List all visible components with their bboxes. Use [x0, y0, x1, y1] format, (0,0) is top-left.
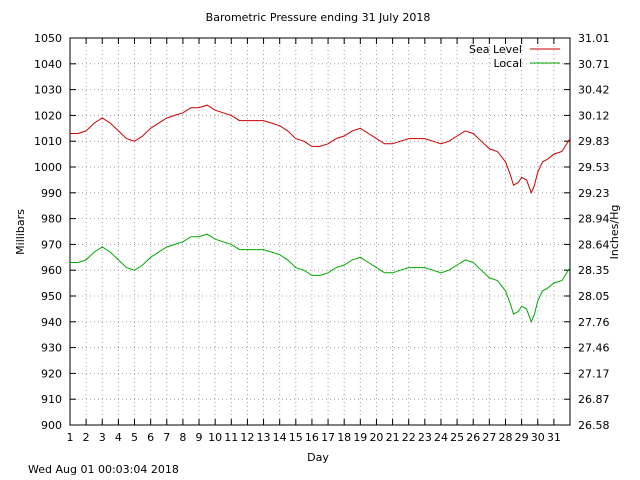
y2-tick-label: 26.58 [578, 419, 610, 432]
y2-tick-label: 28.94 [578, 213, 610, 226]
y2-tick-label: 31.01 [578, 32, 610, 45]
x-tick-label: 27 [482, 431, 496, 444]
x-tick-label: 7 [163, 431, 170, 444]
y-axis-label: Millibars [14, 209, 27, 255]
x-tick-label: 31 [547, 431, 561, 444]
y-tick-label: 930 [41, 342, 62, 355]
x-tick-label: 3 [99, 431, 106, 444]
chart-title: Barometric Pressure ending 31 July 2018 [206, 11, 431, 24]
x-tick-label: 17 [321, 431, 335, 444]
x-tick-label: 12 [240, 431, 254, 444]
series-line-sea-level [70, 104, 571, 195]
y-tick-label: 920 [41, 367, 62, 380]
grid-lines [70, 38, 570, 425]
y2-tick-label: 27.46 [578, 342, 610, 355]
x-tick-label: 2 [83, 431, 90, 444]
x-tick-label: 10 [208, 431, 222, 444]
x-tick-label: 9 [196, 431, 203, 444]
x-tick-label: 15 [289, 431, 303, 444]
x-tick-label: 1 [67, 431, 74, 444]
y-tick-label: 980 [41, 213, 62, 226]
x-tick-label: 28 [498, 431, 512, 444]
y-tick-label: 1010 [34, 135, 62, 148]
x-tick-label: 19 [353, 431, 367, 444]
x-tick-label: 11 [224, 431, 238, 444]
series-lines [70, 104, 571, 324]
y-tick-label: 1020 [34, 109, 62, 122]
x-tick-label: 13 [257, 431, 271, 444]
x-tick-label: 20 [369, 431, 383, 444]
y-tick-label: 1050 [34, 32, 62, 45]
y2-tick-label: 28.05 [578, 290, 610, 303]
y-tick-label: 990 [41, 187, 62, 200]
y2-tick-label: 30.42 [578, 84, 610, 97]
y-tick-label: 960 [41, 264, 62, 277]
legend-label: Sea Level [469, 43, 522, 56]
y-tick-label: 1000 [34, 161, 62, 174]
x-tick-label: 25 [450, 431, 464, 444]
y-tick-label: 1030 [34, 84, 62, 97]
x-tick-label: 22 [402, 431, 416, 444]
x-tick-label: 5 [131, 431, 138, 444]
y2-tick-label: 29.53 [578, 161, 610, 174]
x-tick-label: 16 [305, 431, 319, 444]
y2-tick-label: 29.83 [578, 135, 610, 148]
x-axis-label: Day [307, 451, 329, 464]
x-tick-label: 14 [273, 431, 287, 444]
plot-frame [69, 37, 571, 426]
y2-tick-label: 27.17 [578, 367, 610, 380]
y2-tick-label: 30.12 [578, 109, 610, 122]
x-tick-label: 21 [386, 431, 400, 444]
y-tick-label: 940 [41, 316, 62, 329]
y-tick-label: 900 [41, 419, 62, 432]
x-tick-label: 23 [418, 431, 432, 444]
y-tick-label: 910 [41, 393, 62, 406]
x-tick-label: 29 [515, 431, 529, 444]
x-tick-label: 4 [115, 431, 122, 444]
y-tick-label: 950 [41, 290, 62, 303]
x-tick-label: 8 [179, 431, 186, 444]
x-tick-label: 30 [531, 431, 545, 444]
y2-tick-label: 27.76 [578, 316, 610, 329]
x-tick-label: 26 [466, 431, 480, 444]
x-tick-label: 6 [147, 431, 154, 444]
series-line-local [70, 233, 571, 324]
y2-tick-label: 28.35 [578, 264, 610, 277]
generated-timestamp: Wed Aug 01 00:03:04 2018 [28, 463, 179, 476]
legend-label: Local [493, 57, 522, 70]
y2-tick-label: 26.87 [578, 393, 610, 406]
y-tick-label: 970 [41, 238, 62, 251]
x-tick-label: 18 [337, 431, 351, 444]
x-tick-label: 24 [434, 431, 448, 444]
y2-tick-label: 28.64 [578, 238, 610, 251]
y2-tick-label: 29.23 [578, 187, 610, 200]
y-tick-label: 1040 [34, 58, 62, 71]
y2-axis-label: Inches/Hg [608, 205, 621, 260]
y2-tick-label: 30.71 [578, 58, 610, 71]
